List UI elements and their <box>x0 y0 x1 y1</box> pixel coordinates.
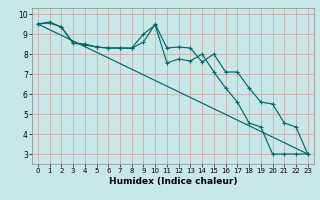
X-axis label: Humidex (Indice chaleur): Humidex (Indice chaleur) <box>108 177 237 186</box>
